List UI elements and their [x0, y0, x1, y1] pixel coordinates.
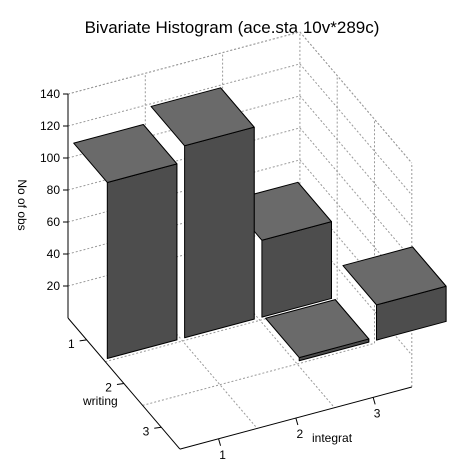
- z-tick-label: 140: [40, 87, 60, 101]
- x-tick-label: 3: [374, 406, 381, 420]
- y-axis-tick: [79, 339, 87, 342]
- bars-layer: [73, 87, 447, 362]
- z-axis-label: No of obs: [15, 179, 29, 230]
- grid-line-y-floor: [142, 342, 375, 406]
- z-tick-label: 40: [47, 247, 61, 261]
- z-tick-label: 80: [47, 183, 61, 197]
- z-tick-label: 100: [40, 151, 60, 165]
- histogram-bar: [73, 124, 178, 359]
- bar-top-face: [342, 246, 447, 306]
- histogram-bar: [342, 246, 447, 341]
- x-tick-label: 1: [219, 448, 226, 462]
- grid-line-z-side: [299, 63, 413, 196]
- grid-line-z-back-top: [67, 31, 301, 95]
- grid-line-z-back: [67, 63, 301, 127]
- bar-top-face: [73, 124, 178, 183]
- x-tick-label: 2: [297, 427, 304, 441]
- grid-line-z-side: [299, 95, 413, 228]
- bar-front-face: [184, 126, 255, 339]
- z-tick-label: 20: [47, 279, 61, 293]
- grid-line-z-side: [299, 127, 413, 260]
- bar-top-face: [150, 87, 255, 147]
- z-tick-label: 120: [40, 119, 60, 133]
- chart-title: Bivariate Histogram (ace.sta 10v*289c): [85, 18, 380, 37]
- bar-front-face: [106, 163, 178, 359]
- x-axis-tick: [295, 417, 299, 426]
- x-axis-tick: [372, 397, 376, 405]
- z-tick-label: 60: [47, 215, 61, 229]
- y-tick-label: 1: [68, 337, 75, 351]
- histogram-bar: [265, 299, 370, 362]
- y-axis-tick: [116, 383, 125, 386]
- y-tick-label: 3: [143, 424, 150, 438]
- axes-layer: [63, 93, 412, 450]
- labels-layer: 20 40 60 80 100 120 140 1 2 3 1 2 3: [40, 87, 381, 462]
- grid-line-z-back: [67, 159, 301, 223]
- histogram-bar: [150, 87, 255, 339]
- grid-line-z-side: [299, 159, 413, 292]
- x-axis-label: integrat: [312, 431, 353, 445]
- bar-top-face: [265, 299, 370, 359]
- y-axis-label: writing: [82, 394, 118, 408]
- x-axis-tick: [218, 438, 222, 446]
- grid-line-z-side-top: [299, 31, 413, 164]
- y-tick-label: 2: [105, 381, 112, 395]
- y-axis-tick: [154, 426, 162, 429]
